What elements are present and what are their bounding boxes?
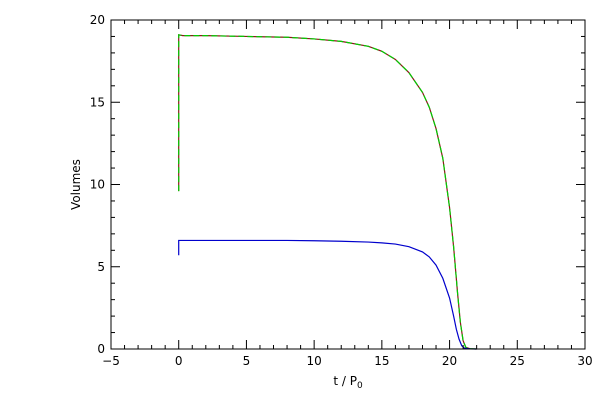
series-line-1 xyxy=(178,34,477,350)
x-axis-label-main: t / P xyxy=(333,374,357,388)
x-axis-label-subscript: 0 xyxy=(357,381,363,391)
x-tick-label: −5 xyxy=(102,354,120,368)
axis-ticks xyxy=(110,19,586,350)
x-tick-label: 10 xyxy=(307,354,322,368)
y-axis-label: Volumes xyxy=(69,159,83,210)
x-tick-label: 15 xyxy=(374,354,389,368)
x-tick-label: 5 xyxy=(243,354,251,368)
series-line-3 xyxy=(178,239,477,350)
x-tick-label: 25 xyxy=(510,354,525,368)
x-tick-label: 20 xyxy=(442,354,457,368)
x-tick-label: 0 xyxy=(175,354,183,368)
x-axis-label: t / P0 xyxy=(333,374,363,391)
plot-frame xyxy=(110,19,586,350)
y-tick-label: 5 xyxy=(97,260,105,274)
y-tick-label: 10 xyxy=(90,178,105,192)
x-tick-label: 30 xyxy=(577,354,592,368)
y-tick-label: 15 xyxy=(90,95,105,109)
series-line-2 xyxy=(178,34,477,350)
y-tick-label: 0 xyxy=(97,342,105,356)
y-tick-label: 20 xyxy=(90,13,105,27)
plot-lines xyxy=(178,34,477,350)
